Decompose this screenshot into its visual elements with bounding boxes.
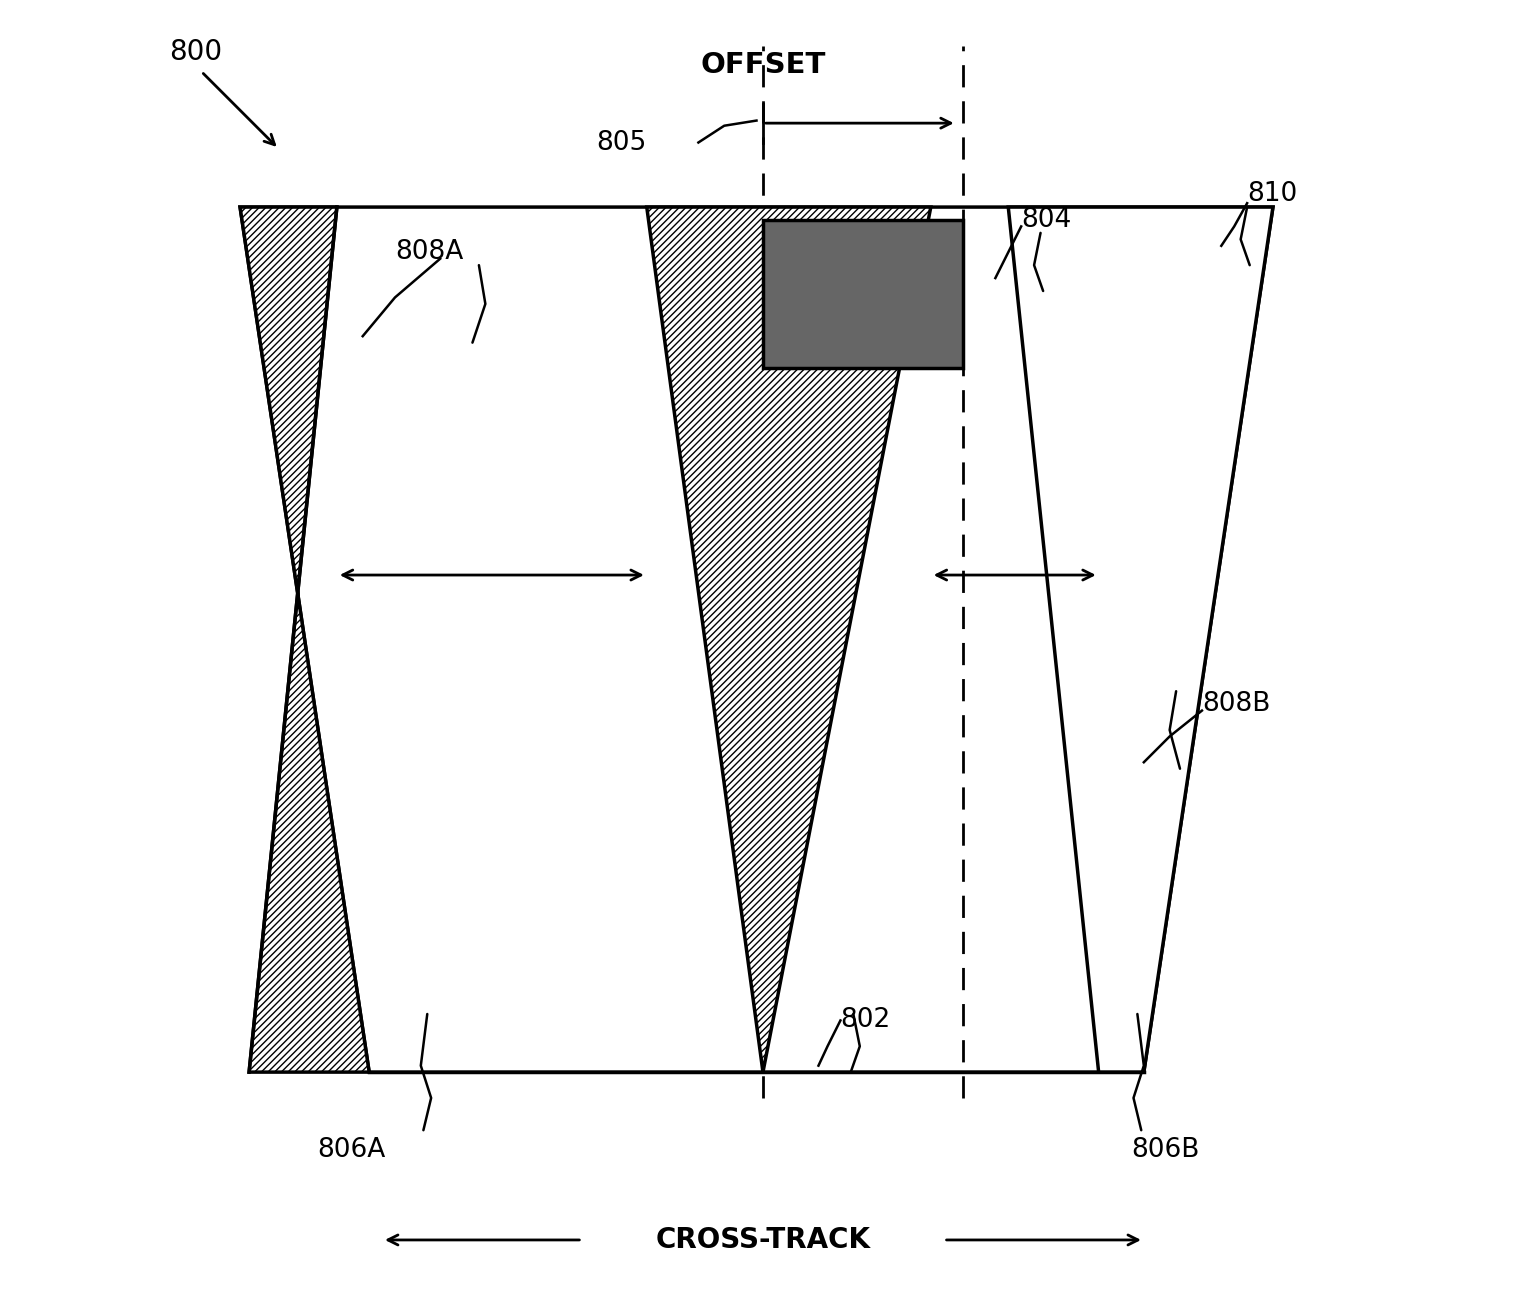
- Text: 800: 800: [169, 38, 222, 67]
- Polygon shape: [241, 207, 369, 1073]
- Text: OFFSET: OFFSET: [701, 51, 826, 80]
- Polygon shape: [646, 207, 930, 1073]
- Bar: [763, 221, 964, 368]
- Text: CROSS-TRACK: CROSS-TRACK: [655, 1225, 870, 1254]
- Text: 806B: 806B: [1130, 1137, 1200, 1163]
- Text: 802: 802: [840, 1007, 891, 1034]
- Polygon shape: [241, 207, 1272, 1073]
- Text: 810: 810: [1247, 181, 1297, 207]
- Polygon shape: [1008, 207, 1272, 1073]
- Text: 808B: 808B: [1201, 692, 1271, 718]
- Text: 804: 804: [1021, 207, 1071, 234]
- Text: 808A: 808A: [395, 239, 463, 265]
- Text: 806A: 806A: [318, 1137, 386, 1163]
- Text: 805: 805: [596, 129, 646, 155]
